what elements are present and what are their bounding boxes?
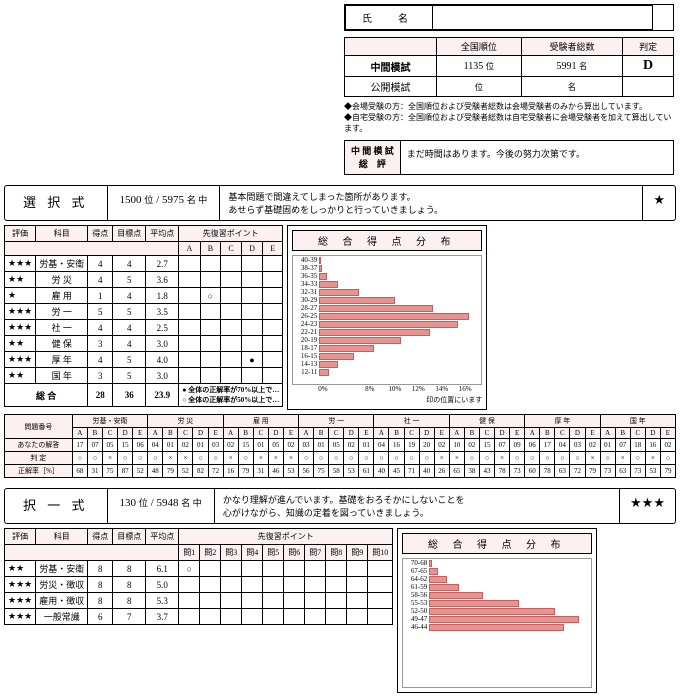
section: 択 一 式130 位 / 5948 名 中かなり理解が進んでいます。基礎をおろそ…	[4, 488, 676, 693]
rank-table: 全国順位受験者総数判定 中間模試1135 位5991 名D公開模試 位 名	[344, 37, 674, 97]
overall-comment: 中 間 模 試 総 評 まだ時間はあります。今後の努力次第です。	[344, 140, 674, 175]
name-box: 氏 名	[344, 4, 674, 31]
distribution: 総 合 得 点 分 布70-6867-6564-6261-5958-5655-5…	[397, 528, 597, 693]
section: 選 択 式1500 位 / 5975 名 中基本問題で間違えてしまった箇所があり…	[4, 185, 676, 478]
comment-label: 中 間 模 試 総 評	[345, 141, 401, 174]
notes: ◆会場受験の方：全国順位および受験者総数は会場受験者のみから算出しています。◆自…	[344, 101, 674, 134]
comment-text: まだ時間はあります。今後の努力次第です。	[401, 141, 673, 174]
distribution: 総 合 得 点 分 布40-3938-3736-3534-3332-3130-2…	[287, 225, 487, 410]
score-table: 評価科目得点目標点平均点先復習ポイントABCDE★★★労基・安衛442.7★★労…	[4, 225, 283, 407]
question-detail: 問題番号労基・安衛労 災雇 用労 一社 一健 保厚 年国 年ABCDEABCDE…	[4, 414, 676, 478]
score-table: 評価科目得点目標点平均点先復習ポイント問1問2問3問4問5問6問7問8問9問10…	[4, 528, 393, 625]
name-label: 氏 名	[346, 6, 433, 30]
